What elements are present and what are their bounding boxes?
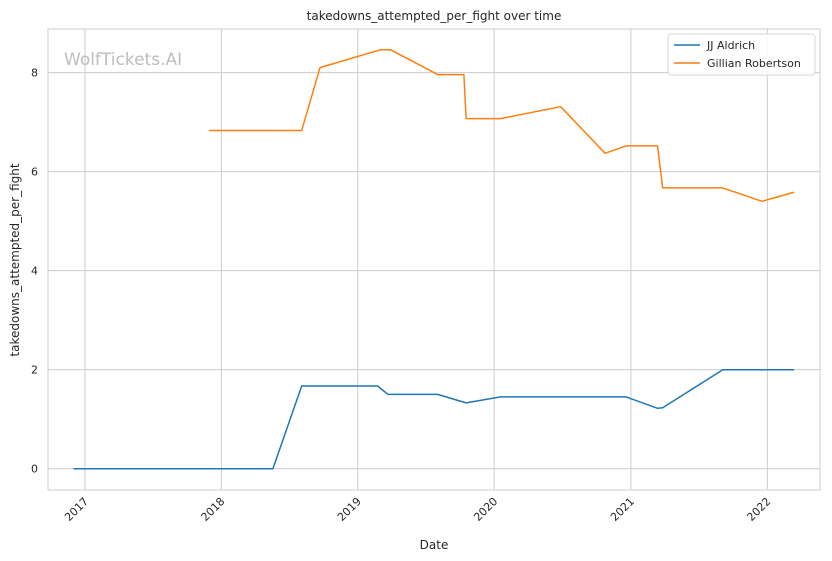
- x-tick-label: 2021: [608, 495, 637, 524]
- series-line-gillian-robertson: [209, 49, 795, 203]
- series-line-jj-aldrich: [73, 368, 795, 470]
- y-tick-label: 2: [31, 364, 38, 377]
- legend: JJ Aldrich Gillian Robertson: [667, 33, 816, 76]
- legend-label-gillian-robertson: Gillian Robertson: [707, 57, 801, 70]
- series-layer: [73, 49, 795, 470]
- legend-box: [667, 33, 816, 76]
- plot-frame: [47, 28, 821, 491]
- x-tick-label: 2019: [335, 495, 364, 524]
- x-axis-title: Date: [420, 538, 449, 552]
- y-axis-title: takedowns_attempted_per_fight: [8, 163, 22, 356]
- chart-title: takedowns_attempted_per_fight over time: [307, 9, 562, 23]
- x-tick-label: 2020: [471, 495, 500, 524]
- x-tick-label: 2018: [199, 495, 228, 524]
- legend-label-jj-aldrich: JJ Aldrich: [706, 39, 755, 52]
- plot-area: [48, 29, 820, 490]
- x-tick-label: 2022: [744, 495, 773, 524]
- y-tick-label: 8: [31, 67, 38, 80]
- y-tick-label: 6: [31, 166, 38, 179]
- x-tick-label: 2017: [62, 495, 91, 524]
- y-tick-label: 4: [31, 265, 38, 278]
- y-tick-label: 0: [31, 463, 38, 476]
- watermark-text: WolfTickets.AI: [64, 50, 182, 70]
